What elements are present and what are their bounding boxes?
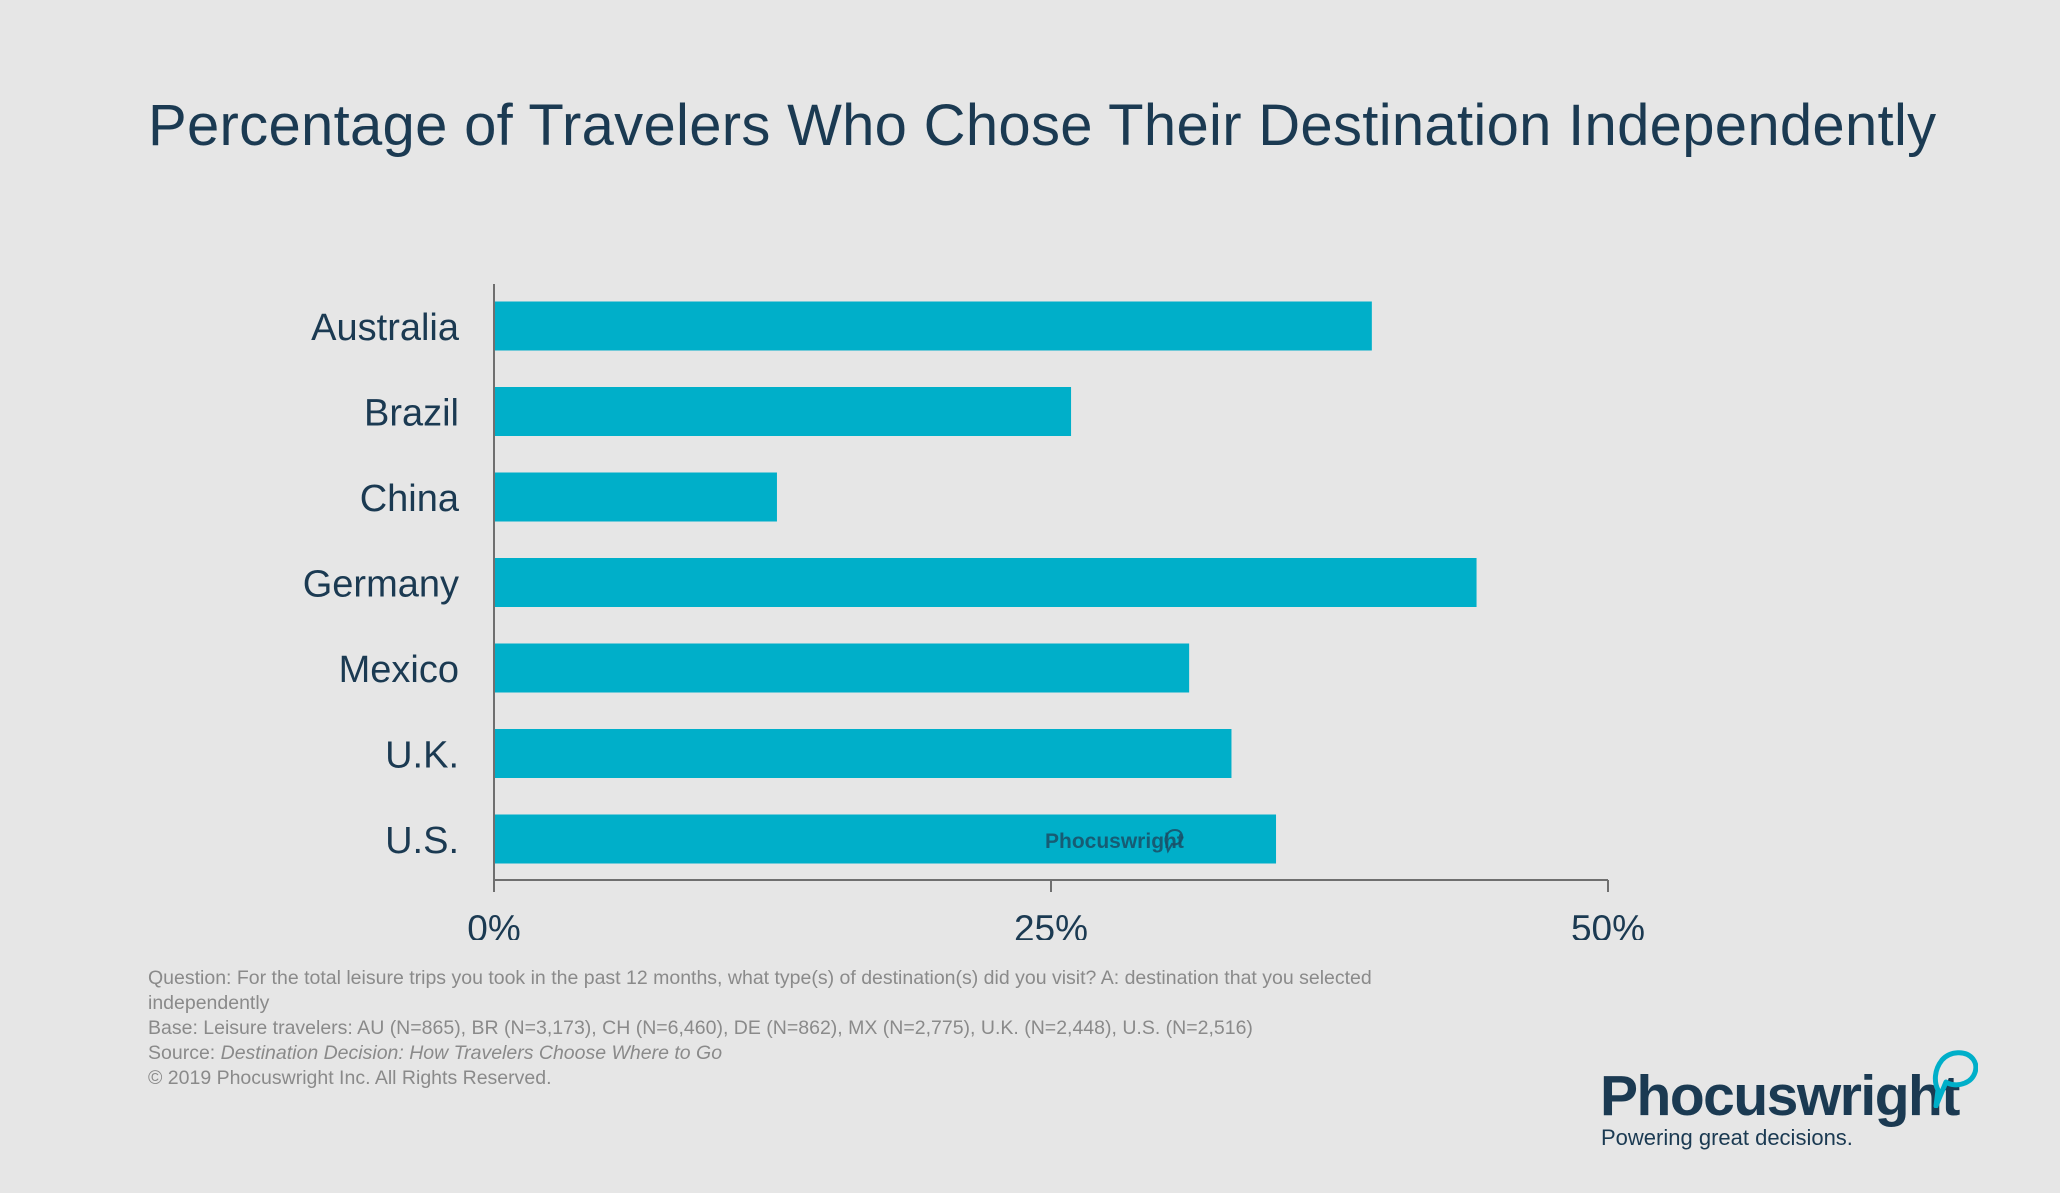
bar-u-s (494, 814, 1277, 864)
bar-chart: Australia Brazil China Germany Mexico U.K. U.S… (303, 284, 1645, 940)
footnote-base: Base: Leisure travelers: AU (N=865), BR … (148, 1017, 1253, 1039)
footnote-source-title: Destination Decision: How Travelers Choo… (220, 1042, 723, 1064)
speech-bubble-icon (1932, 1050, 1978, 1108)
watermark-bubble-icon (1164, 828, 1184, 854)
category-label-brazil: Brazil (364, 393, 459, 435)
chart-footnote: Question: For the total leisure trips yo… (148, 966, 1448, 1091)
bar-china (494, 472, 777, 522)
category-label-australia: Australia (311, 307, 460, 349)
category-label-u-s: U.S. (385, 820, 459, 862)
brand-tagline: Powering great decisions. (1601, 1125, 1853, 1150)
x-tick-label-0: 0% (467, 908, 520, 940)
bar-australia (494, 301, 1372, 351)
chart-title: Percentage of Travelers Who Chose Their … (148, 93, 1937, 158)
footnote-source-prefix: Source: (148, 1042, 221, 1064)
x-tick-label-25: 25% (1014, 908, 1088, 940)
category-label-u-k: U.K. (385, 735, 459, 777)
footnote-question: Question: For the total leisure trips yo… (148, 967, 1372, 1014)
bar-brazil (494, 387, 1072, 436)
category-label-mexico: Mexico (339, 649, 459, 691)
bar-u-k (494, 729, 1232, 778)
bar-mexico (494, 643, 1190, 693)
brand-name: Phocuswright (1600, 1064, 1960, 1128)
footnote-source: Source: Destination Decision: How Travel… (148, 1041, 1448, 1066)
x-tick-label-50: 50% (1571, 908, 1645, 940)
footnote-copyright: © 2019 Phocuswright Inc. All Rights Rese… (148, 1067, 552, 1089)
brand-logo: Phocuswright Powering great decisions. (1598, 1048, 1998, 1158)
category-label-germany: Germany (303, 564, 459, 606)
watermark-text: Phocuswright (1045, 830, 1184, 853)
category-label-china: China (360, 478, 460, 520)
bar-germany (494, 558, 1477, 607)
